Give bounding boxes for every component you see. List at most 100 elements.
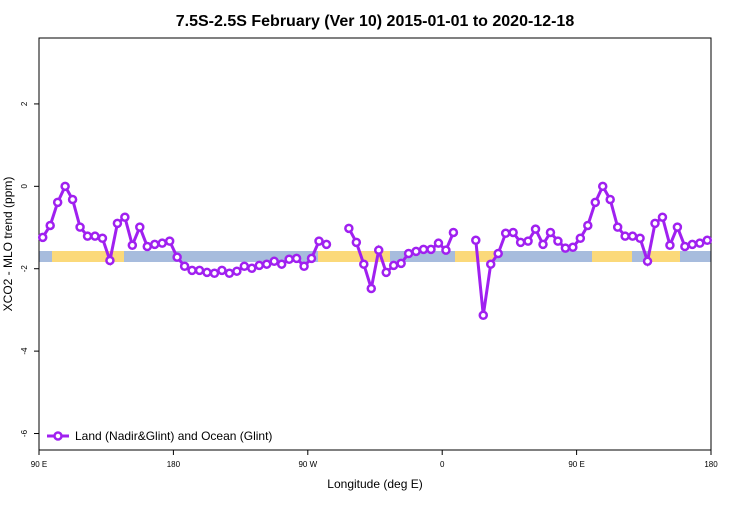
data-point [276,259,287,269]
data-point [284,254,294,264]
legend-marker [53,431,63,441]
data-point [695,238,705,248]
data-point [373,245,384,255]
data-point [485,259,496,269]
data-point [224,268,235,279]
data-point [90,231,100,241]
land-strip [52,251,124,262]
x-tick-label: 0 [440,460,445,469]
data-point [37,232,48,243]
x-tick-label: 90 W [298,460,317,469]
data-point [650,218,660,229]
land-ocean-strip [39,251,711,262]
data-point [254,260,265,271]
y-tick-label: 2 [20,101,29,106]
data-point [67,194,78,205]
data-point [575,233,586,243]
data-point [702,235,713,246]
data-point [493,248,503,259]
y-tick-label: -2 [20,265,29,273]
data-point [52,197,63,208]
chart-title: 7.5S-2.5S February (Ver 10) 2015-01-01 t… [176,13,575,30]
data-point [605,194,615,205]
data-point [149,239,160,250]
data-point [508,227,518,238]
data-point [261,259,272,269]
data-point [583,220,593,231]
data-point [523,236,533,246]
data-point [172,252,182,262]
land-strip [592,251,632,262]
x-tick-label: 90 E [31,460,47,469]
data-point [239,261,250,271]
data-point [471,235,481,246]
data-point [306,253,317,264]
data-point [515,237,526,248]
data-point [545,227,556,238]
data-point [232,266,242,276]
data-point [187,265,197,276]
data-point [351,237,362,248]
land-strip [455,251,495,262]
data-point [553,236,563,246]
data-point [560,243,571,253]
y-tick-label: 0 [20,184,29,189]
data-point [635,233,645,243]
data-point [665,240,675,250]
y-tick-label: -4 [20,347,29,355]
data-point [97,233,108,243]
data-point [194,265,205,276]
data-point [82,231,93,241]
data-point [411,246,421,257]
x-axis-label: Longitude (deg E) [327,477,422,491]
data-point [381,267,391,278]
data-point [530,224,541,234]
data-point [291,253,302,264]
data-point [112,218,123,229]
data-point [403,248,414,259]
data-point [120,212,130,222]
data-point [202,267,212,278]
x-tick-label: 90 E [568,460,584,469]
data-point [620,231,630,241]
data-point [217,265,227,276]
data-point [672,222,683,232]
data-point [426,244,436,255]
data-point [344,223,354,234]
data-point [269,256,279,267]
data-point [164,236,175,246]
data-point [247,263,257,274]
data-point [657,212,668,222]
y-tick-label: -6 [20,429,29,437]
data-point [359,259,369,269]
data-point [209,268,220,279]
data-point [597,181,608,192]
data-point [314,236,324,246]
data-point [179,261,190,271]
data-point [627,231,638,241]
data-point [612,222,623,232]
data-point [366,283,377,294]
x-tick-label: 180 [704,460,718,469]
data-point [45,220,55,231]
x-tick-label: 180 [167,460,181,469]
data-point [321,239,332,250]
data-point [299,261,309,271]
data-point [500,228,511,239]
data-point [687,239,698,250]
data-point [478,310,489,321]
data-point [142,241,153,252]
data-point [418,244,429,255]
data-point [105,255,115,266]
data-point [590,197,601,208]
data-point [642,256,653,267]
plot-frame [38,37,712,451]
y-axis-label: XCO2 - MLO trend (ppm) [1,177,15,312]
data-point [568,242,578,253]
data-point [433,238,444,248]
data-point [127,240,138,250]
data-point [388,260,399,271]
data-point [75,222,85,232]
data-point [441,245,451,255]
